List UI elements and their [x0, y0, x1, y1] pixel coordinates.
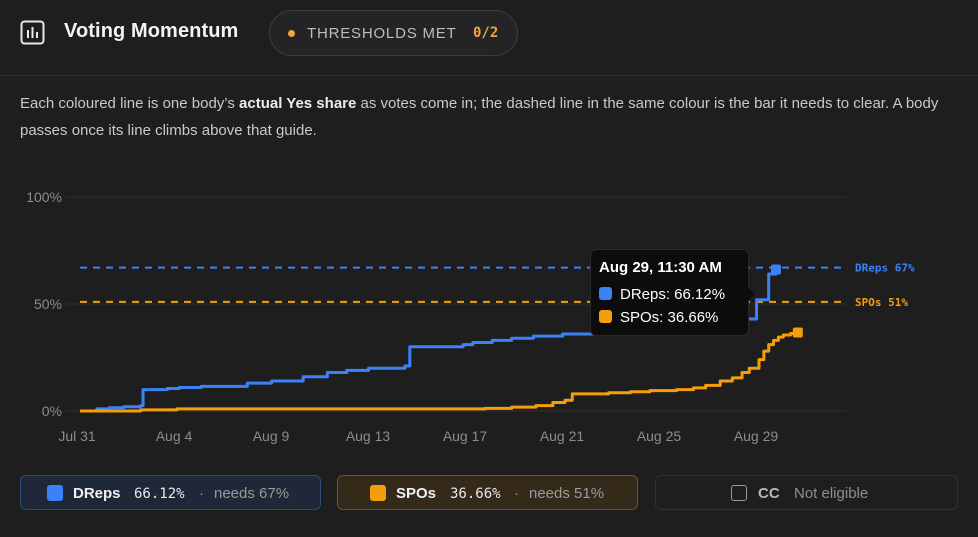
page-title: Voting Momentum — [64, 20, 239, 42]
y-tick-label: 100% — [26, 189, 62, 205]
threshold-label: DReps 67% — [855, 262, 915, 275]
chart-description: Each coloured line is one body’s actual … — [20, 90, 965, 144]
tooltip-row-dreps: DReps: 66.12% — [599, 286, 725, 303]
dreps-swatch-icon — [599, 287, 612, 300]
series-endpoint — [792, 327, 803, 338]
legend-chip-dreps[interactable]: DReps 66.12% · needs 67% — [20, 475, 321, 510]
panel-header: Voting Momentum THRESHOLDS MET 0/2 — [0, 0, 978, 76]
legend-spos-value: 36.66% — [450, 486, 501, 502]
description-bold: actual Yes share — [239, 95, 357, 112]
x-tick-label: Aug 21 — [540, 428, 585, 444]
x-tick-label: Aug 17 — [443, 428, 488, 444]
x-tick-label: Jul 31 — [58, 428, 96, 444]
badge-label: THRESHOLDS MET — [307, 25, 457, 42]
description-part1: Each coloured line is one body’s — [20, 95, 240, 112]
x-tick-label: Aug 9 — [253, 428, 290, 444]
bar-chart-icon — [20, 20, 45, 45]
description-part2: as votes come in; the dashed line in the… — [20, 95, 939, 139]
x-tick-label: Aug 13 — [346, 428, 391, 444]
legend-chip-cc: CC Not eligible — [655, 475, 958, 510]
tooltip-spos-value: SPOs: 36.66% — [620, 309, 719, 326]
legend-spos-separator: · — [514, 485, 519, 502]
voting-momentum-chart[interactable]: 0% 50% 100% Jul 31 Aug 4 Aug 9 Aug 13 Aug 17 Aug… — [0, 170, 978, 460]
spos-color-icon — [370, 485, 386, 501]
tooltip-title: Aug 29, 11:30 AM — [599, 259, 722, 276]
tooltip-arrow-icon — [748, 287, 755, 301]
legend-dreps-value: 66.12% — [134, 486, 185, 502]
tooltip-dreps-value: DReps: 66.12% — [620, 286, 726, 303]
y-tick-label: 0% — [42, 403, 62, 419]
tooltip-row-spos: SPOs: 36.66% — [599, 309, 718, 326]
status-dot-icon — [288, 30, 295, 37]
series-endpoint — [770, 264, 781, 275]
legend-cc-status: Not eligible — [794, 485, 869, 502]
y-tick-label: 50% — [34, 296, 62, 312]
badge-count: 0/2 — [473, 25, 499, 41]
legend-chip-spos[interactable]: SPOs 36.66% · needs 51% — [337, 475, 638, 510]
legend-spos-needs: needs 51% — [529, 485, 605, 502]
chart-tooltip: Aug 29, 11:30 AM DReps: 66.12% SPOs: 36.… — [590, 249, 755, 336]
series-line — [80, 332, 800, 413]
x-tick-label: Aug 25 — [637, 428, 682, 444]
threshold-label: SPOs 51% — [855, 296, 908, 309]
thresholds-badge: THRESHOLDS MET 0/2 — [269, 10, 518, 56]
legend-spos-name: SPOs — [396, 485, 437, 502]
legend-dreps-needs: needs 67% — [214, 485, 290, 502]
cc-checkbox-icon — [731, 485, 747, 501]
legend-cc-name: CC — [758, 485, 780, 502]
legend-dreps-name: DReps — [73, 485, 121, 502]
x-tick-label: Aug 4 — [156, 428, 193, 444]
dreps-color-icon — [47, 485, 63, 501]
legend-dreps-separator: · — [199, 485, 204, 502]
spos-swatch-icon — [599, 310, 612, 323]
x-tick-label: Aug 29 — [734, 428, 779, 444]
